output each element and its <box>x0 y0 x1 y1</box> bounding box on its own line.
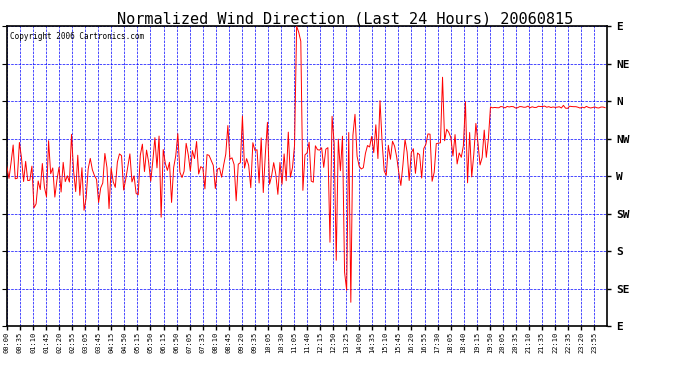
Text: Normalized Wind Direction (Last 24 Hours) 20060815: Normalized Wind Direction (Last 24 Hours… <box>117 11 573 26</box>
Text: Copyright 2006 Cartronics.com: Copyright 2006 Cartronics.com <box>10 32 144 41</box>
